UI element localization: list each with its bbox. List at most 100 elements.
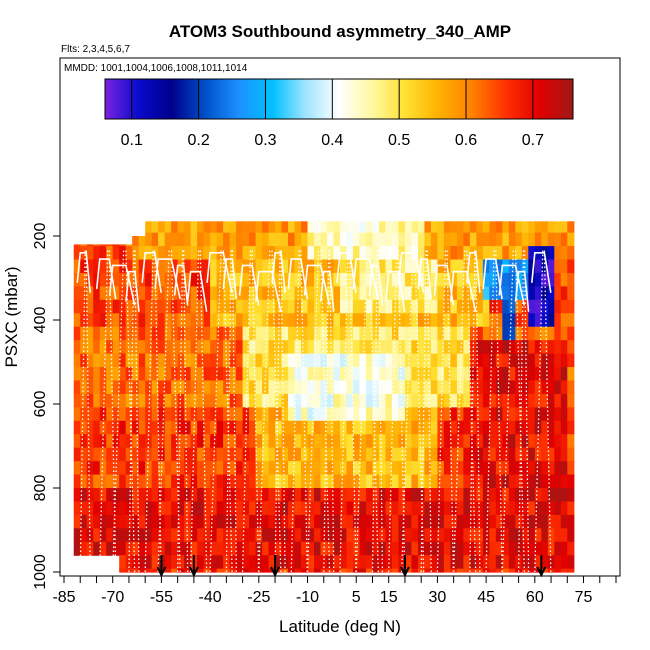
heatmap-cell	[417, 313, 426, 328]
heatmap-cell	[294, 541, 302, 556]
heatmap-cell	[223, 501, 231, 516]
heatmap-cell	[210, 461, 218, 476]
heatmap-cell	[404, 313, 413, 328]
heatmap-cell	[521, 393, 529, 408]
heatmap-cell	[242, 434, 250, 449]
heatmap-cell	[508, 246, 516, 261]
heatmap-cell	[314, 488, 322, 503]
heatmap-cell	[476, 340, 484, 355]
heatmap-cell	[534, 407, 542, 422]
heatmap-cell	[340, 514, 348, 529]
heatmap-cell	[502, 501, 510, 516]
heatmap-cell	[528, 232, 536, 247]
heatmap-cell	[158, 286, 166, 301]
heatmap-cell	[268, 299, 276, 314]
heatmap-cell	[476, 221, 484, 234]
heatmap-cell	[398, 299, 406, 314]
heatmap-cell	[151, 488, 159, 503]
heatmap-cell	[151, 434, 159, 449]
heatmap-cell	[430, 367, 439, 382]
heatmap-cell	[495, 221, 503, 234]
heatmap-cell	[365, 232, 374, 247]
heatmap-cell	[404, 541, 413, 556]
heatmap-cell	[119, 461, 127, 476]
heatmap-cell	[125, 393, 133, 408]
heatmap-cell	[515, 555, 523, 570]
heatmap-cell	[411, 221, 419, 234]
heatmap-cell	[495, 340, 503, 355]
heatmap-cell	[476, 299, 484, 314]
heatmap-cell	[301, 340, 309, 355]
heatmap-cell	[249, 367, 257, 382]
heatmap-cell	[476, 232, 484, 247]
heatmap-cell	[391, 393, 400, 408]
heatmap-cell	[242, 326, 250, 341]
heatmap-cell	[177, 407, 185, 422]
heatmap-cell	[203, 326, 211, 341]
heatmap-cell	[255, 407, 263, 422]
heatmap-cell	[404, 286, 413, 301]
heatmap-cell	[567, 461, 575, 476]
heatmap-cell	[391, 447, 400, 462]
heatmap-cell	[502, 393, 510, 408]
heatmap-cell	[281, 501, 289, 516]
heatmap-cell	[210, 568, 218, 573]
heatmap-cell	[476, 259, 484, 274]
heatmap-cell	[314, 514, 322, 529]
heatmap-cell	[275, 514, 283, 529]
heatmap-cell	[314, 474, 322, 489]
heatmap-cell	[106, 420, 114, 435]
heatmap-cell	[404, 367, 413, 382]
heatmap-cell	[508, 420, 516, 435]
heatmap-cell	[249, 380, 257, 395]
heatmap-cell	[417, 259, 426, 274]
heatmap-cell	[210, 353, 218, 368]
heatmap-cell	[80, 272, 88, 287]
heatmap-cell	[437, 272, 445, 287]
heatmap-cell	[255, 528, 263, 543]
heatmap-cell	[73, 420, 81, 435]
heatmap-cell	[508, 474, 516, 489]
heatmap-cell	[352, 299, 361, 314]
heatmap-cell	[73, 244, 81, 247]
heatmap-cell	[521, 286, 529, 301]
heatmap-cell	[86, 380, 94, 395]
heatmap-cell	[255, 447, 263, 462]
heatmap-cell	[275, 528, 283, 543]
heatmap-cell	[443, 326, 451, 341]
heatmap-cell	[469, 380, 477, 395]
heatmap-cell	[93, 501, 101, 516]
heatmap-cell	[502, 353, 510, 368]
heatmap-cell	[80, 259, 88, 274]
heatmap-cell	[352, 259, 361, 274]
heatmap-cell	[378, 367, 387, 382]
heatmap-cell	[437, 555, 445, 570]
heatmap-cell	[203, 501, 211, 516]
heatmap-cell	[450, 259, 458, 274]
heatmap-cell	[541, 434, 549, 449]
heatmap-cell	[190, 259, 198, 274]
heatmap-cell	[443, 340, 451, 355]
heatmap-cell	[86, 447, 94, 462]
heatmap-cell	[314, 232, 322, 247]
heatmap-cell	[547, 232, 555, 247]
heatmap-cell	[73, 340, 81, 355]
heatmap-cell	[359, 555, 367, 570]
heatmap-cell	[469, 447, 477, 462]
heatmap-cell	[216, 555, 224, 570]
heatmap-cell	[547, 380, 555, 395]
x-tick-label: -85	[52, 589, 75, 606]
heatmap-cell	[223, 488, 231, 503]
heatmap-cell	[327, 555, 335, 570]
heatmap-cell	[86, 299, 94, 314]
heatmap-cell	[301, 407, 309, 422]
heatmap-cell	[281, 514, 289, 529]
heatmap-cell	[314, 528, 322, 543]
heatmap-cell	[554, 541, 562, 556]
heatmap-cell	[86, 434, 94, 449]
heatmap-cell	[119, 326, 127, 341]
heatmap-cell	[99, 474, 107, 489]
heatmap-cell	[417, 474, 426, 489]
heatmap-cell	[554, 501, 562, 516]
heatmap-cell	[372, 528, 380, 543]
